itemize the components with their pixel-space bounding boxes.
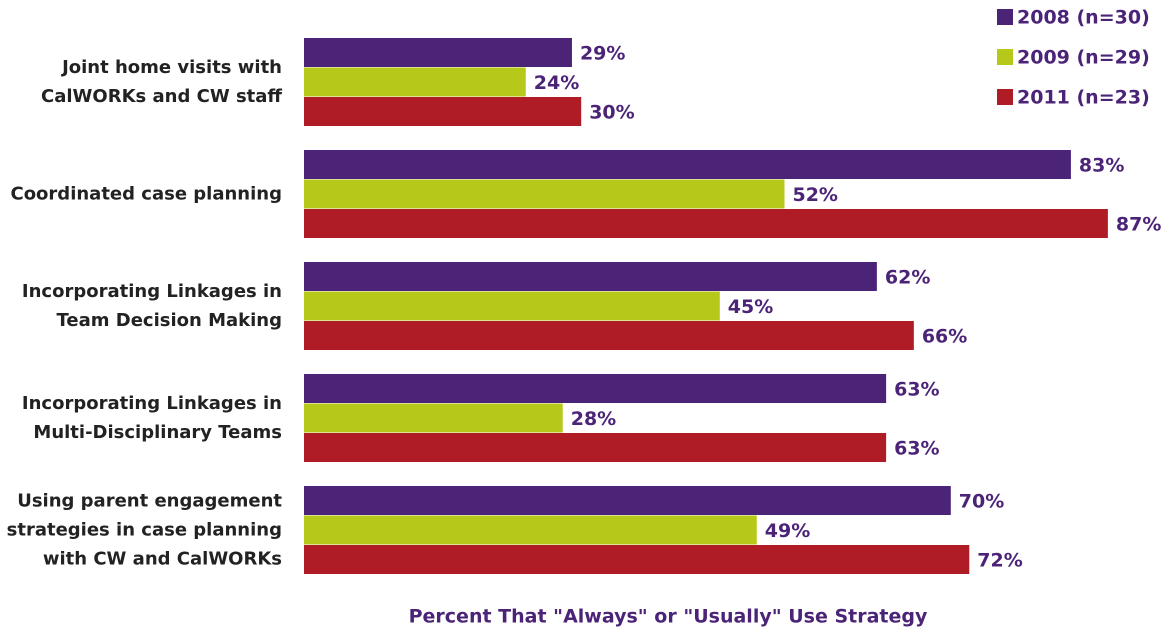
bar xyxy=(304,486,951,515)
value-label: 83% xyxy=(1079,154,1124,176)
legend-swatch xyxy=(997,89,1013,105)
bar xyxy=(304,38,572,67)
bar xyxy=(304,433,887,462)
bar xyxy=(304,150,1071,179)
legend-label: 2008 (n=30) xyxy=(1017,7,1150,29)
legend-swatch xyxy=(997,9,1013,25)
value-label: 24% xyxy=(534,72,579,94)
legend-label: 2009 (n=29) xyxy=(1017,47,1150,69)
value-label: 63% xyxy=(894,378,939,400)
bar xyxy=(304,209,1108,238)
value-label: 28% xyxy=(571,408,616,430)
category-label: Incorporating Linkages in Team Decision … xyxy=(21,281,282,332)
value-label: 87% xyxy=(1116,213,1161,235)
bar xyxy=(304,403,563,433)
category-label: Joint home visits with CalWORKs and CW s… xyxy=(41,57,282,108)
value-label: 45% xyxy=(728,296,773,318)
value-label: 29% xyxy=(580,42,625,64)
bar xyxy=(304,515,757,545)
value-label: 70% xyxy=(959,490,1004,512)
value-label: 72% xyxy=(977,549,1022,571)
value-label: 62% xyxy=(885,266,930,288)
bar xyxy=(304,179,785,209)
bar xyxy=(304,262,877,291)
value-label: 52% xyxy=(792,184,837,206)
legend-swatch xyxy=(997,49,1013,65)
x-axis-label: Percent That "Always" or "Usually" Use S… xyxy=(409,606,928,628)
bar xyxy=(304,321,914,350)
bar xyxy=(304,291,720,321)
value-label: 63% xyxy=(894,437,939,459)
bar xyxy=(304,545,970,574)
bar xyxy=(304,67,526,97)
value-label: 66% xyxy=(922,325,967,347)
legend-label: 2011 (n=23) xyxy=(1017,87,1150,109)
category-label: Using parent engagement strategies in ca… xyxy=(6,490,282,570)
bar xyxy=(304,374,887,403)
category-label: Incorporating Linkages in Multi-Discipli… xyxy=(21,393,282,444)
category-label: Coordinated case planning xyxy=(10,183,282,205)
value-label: 49% xyxy=(765,520,810,542)
bar xyxy=(304,97,582,126)
value-label: 30% xyxy=(589,101,634,123)
